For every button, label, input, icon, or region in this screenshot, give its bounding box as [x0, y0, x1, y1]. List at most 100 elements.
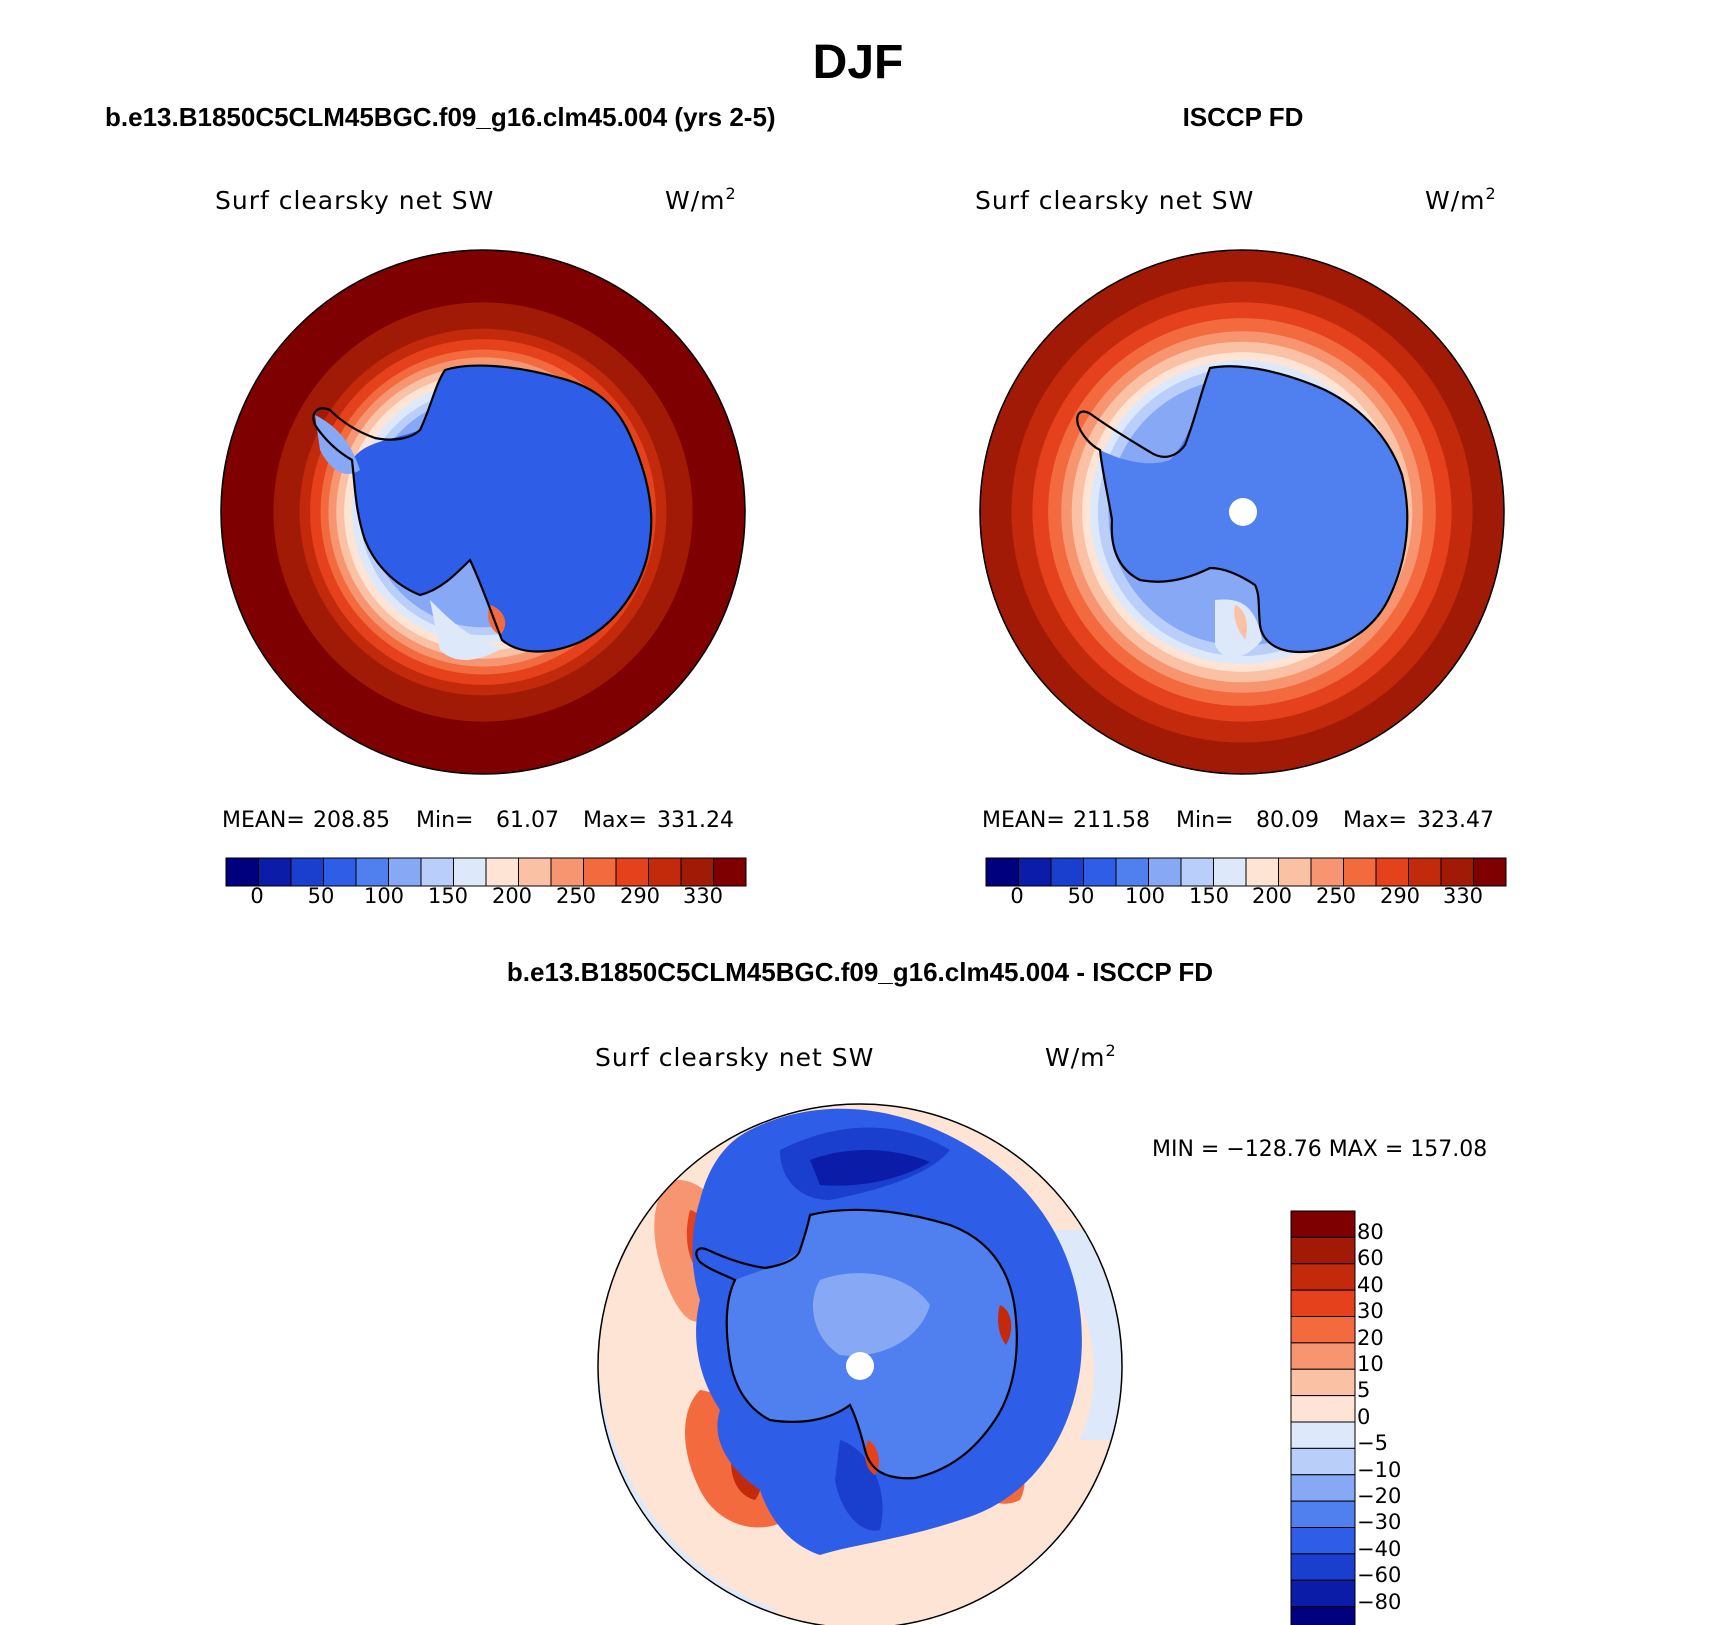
panel-model-units: W/m2	[665, 184, 737, 215]
tick-label: −80	[1357, 1590, 1401, 1614]
panel-diff-title: b.e13.B1850C5CLM45BGC.f09_g16.clm45.004 …	[507, 957, 1213, 987]
min-value: 80.09	[1256, 808, 1319, 833]
units-exp: 2	[1486, 184, 1497, 203]
colorbar-swatch	[1018, 857, 1052, 887]
colorbar-ticks: 0 50 100 150 200 250 290 330	[250, 884, 723, 908]
units-base: W/m	[665, 186, 726, 215]
tick-label: 330	[1443, 884, 1483, 908]
colorbar-swatch	[713, 857, 747, 887]
min-label: Min=	[1176, 808, 1233, 833]
units-exp: 2	[726, 184, 737, 203]
colorbar-swatch	[290, 857, 324, 887]
tick-label: 40	[1357, 1273, 1384, 1297]
colorbar-swatch	[420, 857, 454, 887]
colorbar-swatch	[1290, 1289, 1356, 1317]
colorbar-swatch	[225, 857, 259, 887]
panel-diff-units: W/m2	[1045, 1041, 1117, 1072]
max-label: Max=	[1343, 808, 1407, 833]
colorbar-swatch	[1245, 857, 1279, 887]
tick-label: 150	[1189, 884, 1229, 908]
neg-arc-darkest	[810, 1150, 930, 1186]
units-exp: 2	[1106, 1041, 1117, 1060]
colorbar-swatch	[1290, 1236, 1356, 1265]
colorbar-swatch	[1290, 1527, 1356, 1555]
colorbar-swatch	[1290, 1553, 1356, 1581]
colorbar-swatch	[648, 857, 682, 887]
tick-label: 30	[1357, 1299, 1384, 1323]
tick-label: 290	[620, 884, 660, 908]
tick-label: −40	[1357, 1537, 1401, 1561]
colorbar-swatch	[258, 857, 292, 887]
colorbar-swatch	[355, 857, 389, 887]
colorbar-swatch	[1310, 857, 1344, 887]
tick-label: −60	[1357, 1563, 1401, 1587]
panel-obs-variable: Surf clearsky net SW	[975, 186, 1254, 215]
tick-label: 100	[1125, 884, 1165, 908]
tick-label: 60	[1357, 1246, 1384, 1270]
colorbar-swatch	[1375, 857, 1409, 887]
colorbar-swatch	[615, 857, 649, 887]
colorbar	[225, 857, 747, 887]
tick-label: 0	[1010, 884, 1023, 908]
panel-obs-units: W/m2	[1425, 184, 1497, 215]
map-boundary	[979, 249, 1505, 775]
colorbar-vertical	[1290, 1210, 1356, 1625]
colorbar-swatch	[1408, 857, 1442, 887]
panel-obs-map	[980, 250, 1504, 774]
max-label: Max=	[583, 808, 647, 833]
colorbar-swatch	[985, 857, 1019, 887]
colorbar-swatch	[1213, 857, 1247, 887]
mean-label: MEAN=	[982, 808, 1065, 833]
tick-label: 100	[364, 884, 404, 908]
colorbar-swatch	[518, 857, 552, 887]
colorbar-swatch	[1050, 857, 1084, 887]
colorbar-swatch	[1290, 1500, 1356, 1528]
colorbar-swatch	[1290, 1447, 1356, 1476]
tick-label: 5	[1357, 1378, 1370, 1402]
units-base: W/m	[1045, 1043, 1106, 1072]
coastline	[312, 364, 653, 653]
tick-label: 0	[250, 884, 263, 908]
tick-label: 200	[1252, 884, 1292, 908]
colorbar-swatch	[680, 857, 714, 887]
panel-diff-variable: Surf clearsky net SW	[595, 1043, 874, 1072]
colorbar-swatch	[1290, 1579, 1356, 1608]
continent-interior-light	[812, 1273, 930, 1356]
colorbar-swatch	[1343, 857, 1377, 887]
tick-label: −5	[1357, 1431, 1388, 1455]
colorbar-swatch	[1180, 857, 1214, 887]
panel-obs-title: ISCCP FD	[1183, 102, 1304, 132]
colorbar-swatch	[1290, 1316, 1356, 1344]
panel-diff: b.e13.B1850C5CLM45BGC.f09_g16.clm45.004 …	[507, 957, 1487, 1625]
colorbar-swatch	[453, 857, 487, 887]
colorbar-swatch	[1473, 857, 1507, 887]
colorbar-swatch	[1290, 1368, 1356, 1397]
mean-value: 211.58	[1073, 808, 1150, 833]
colorbar-swatch	[1290, 1210, 1356, 1238]
neg-east-outer	[1040, 1230, 1122, 1440]
max-value: 331.24	[657, 808, 734, 833]
tick-label: 20	[1357, 1326, 1384, 1350]
antarctica-field	[352, 365, 652, 652]
colorbar-swatch	[1083, 857, 1117, 887]
stats-line: MEAN= 211.58 Min= 80.09 Max= 323.47	[982, 808, 1494, 833]
min-label: Min=	[416, 808, 473, 833]
colorbar-swatch	[1290, 1421, 1356, 1449]
min-max-readout: MIN = −128.76 MAX = 157.08	[1152, 1137, 1487, 1162]
colorbar-swatch	[1290, 1263, 1356, 1291]
colorbar-swatch	[1148, 857, 1182, 887]
colorbar-swatch	[1115, 857, 1149, 887]
tick-label: 330	[683, 884, 723, 908]
tick-label: 150	[428, 884, 468, 908]
colorbar-swatch	[1290, 1606, 1356, 1625]
tick-label: 10	[1357, 1352, 1384, 1376]
tick-label: −30	[1357, 1510, 1401, 1534]
colorbar-swatch	[1290, 1395, 1356, 1423]
weddell-warm	[1234, 605, 1247, 640]
min-value: 61.07	[496, 808, 559, 833]
colorbar-swatch	[388, 857, 422, 887]
coast-warm-east	[998, 1305, 1012, 1345]
map-boundary	[220, 249, 746, 775]
tick-label: 50	[308, 884, 335, 908]
units-base: W/m	[1425, 186, 1486, 215]
